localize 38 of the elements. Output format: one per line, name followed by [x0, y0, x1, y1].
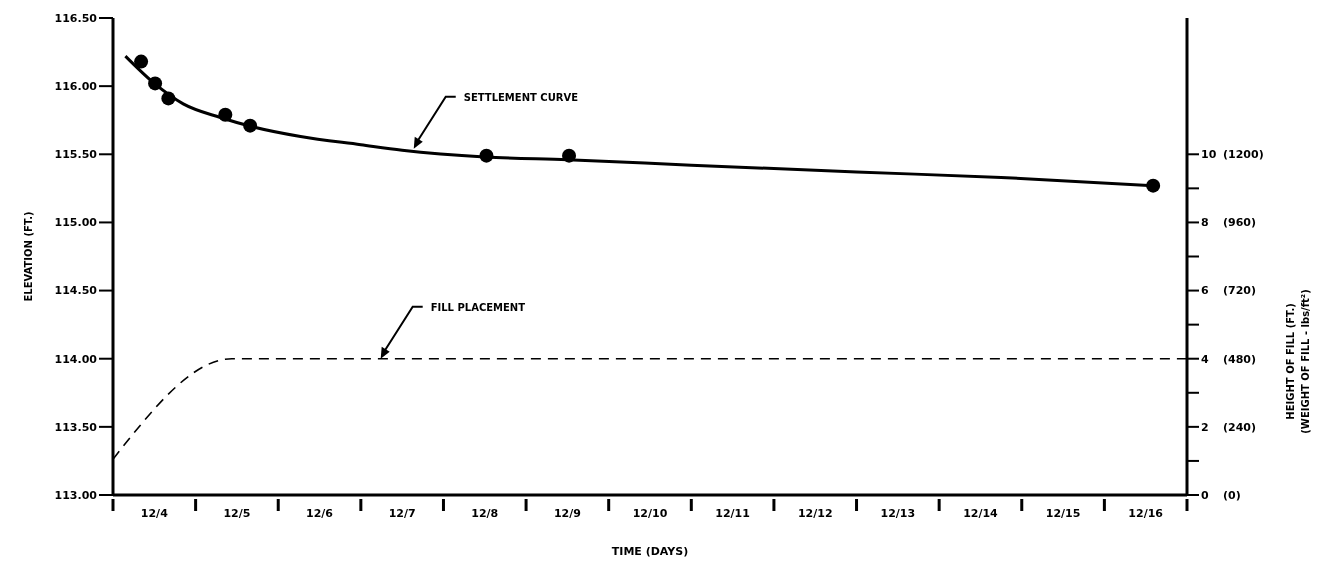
x-tick-label: 12/14	[963, 507, 999, 520]
y-tick-label: 114.50	[54, 284, 98, 298]
y2-tick-label: 6	[1201, 284, 1209, 298]
annotation: SETTLEMENT CURVE	[463, 91, 579, 103]
y3-tick-label: (960)	[1223, 216, 1257, 230]
x-tick-label: 12/11	[715, 507, 750, 520]
y2-tick-label: 10	[1201, 148, 1217, 162]
y3-tick-label: (720)	[1223, 284, 1257, 298]
y3-tick-label: (480)	[1223, 352, 1257, 366]
x-tick-label: 12/8	[471, 507, 499, 520]
y-tick-label: 115.50	[54, 148, 98, 162]
y2-tick-label: 2	[1201, 420, 1209, 434]
y2-tick-label: 8	[1201, 216, 1209, 230]
y-tick-label: 116.50	[54, 11, 98, 25]
x-tick-label: 12/7	[388, 507, 416, 520]
y2-tick-label: 4	[1201, 352, 1209, 366]
y-tick-label: 113.50	[54, 420, 98, 434]
x-tick-label: 12/6	[306, 507, 334, 520]
y-tick-label: 116.00	[54, 80, 98, 94]
x-tick-label: 12/16	[1128, 507, 1164, 520]
annotation: FILL PLACEMENT	[430, 301, 526, 313]
x-tick-label: 12/13	[880, 507, 916, 520]
x-tick-label: 12/10	[632, 507, 668, 520]
y-tick-label: 114.00	[54, 352, 98, 366]
y3-tick-label: (240)	[1223, 420, 1257, 434]
y3-tick-label: (1200)	[1223, 148, 1264, 162]
y2-axis-title: HEIGHT OF FILL (FT.) (WEIGHT OF FILL - lbs/ft²)	[1285, 289, 1311, 434]
x-axis-title: TIME (DAYS)	[611, 545, 689, 558]
y3-tick-label: (0)	[1223, 488, 1241, 502]
y-axis-title: ELEVATION (FT.)	[22, 211, 34, 302]
y2-tick-label: 0	[1201, 488, 1209, 502]
x-tick-label: 12/9	[553, 507, 581, 520]
x-tick-label: 12/12	[797, 507, 833, 520]
y-tick-label: 115.00	[54, 216, 98, 230]
x-tick-label: 12/4	[140, 507, 169, 520]
x-tick-label: 12/5	[223, 507, 251, 520]
x-tick-label: 12/15	[1045, 507, 1081, 520]
y-tick-label: 113.00	[54, 488, 98, 502]
